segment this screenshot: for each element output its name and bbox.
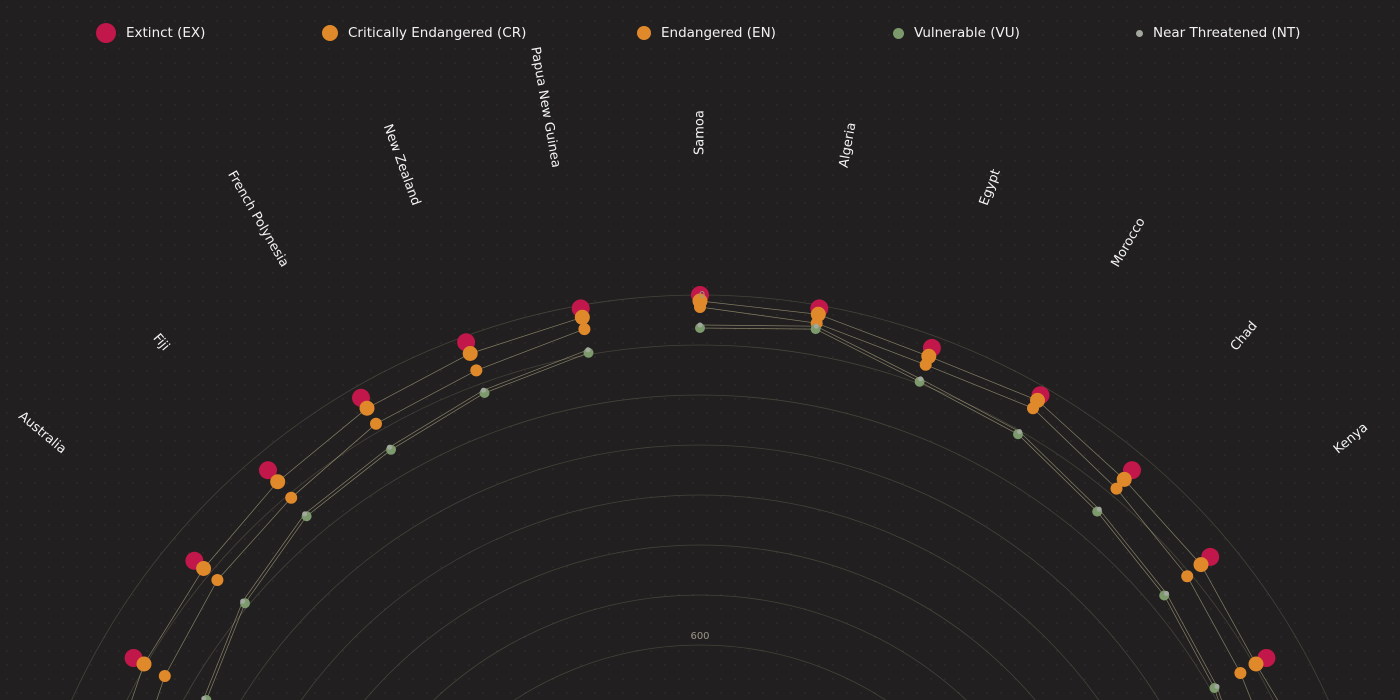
country-label: Australia [15,409,69,457]
point-nt-chad[interactable] [1096,506,1102,512]
point-cr-kenya[interactable] [1193,557,1209,573]
country-label: French Polynesia [224,168,291,270]
legend-item-critically-endangered[interactable]: Critically Endangered (CR) [322,22,526,44]
legend-swatch-cr [322,25,338,41]
link-line-nt [203,324,1222,700]
point-cr-fiji[interactable] [270,474,286,490]
country-label: Papua New Guinea [527,46,563,169]
point-cr-peru[interactable] [136,656,152,672]
legend-item-endangered[interactable]: Endangered (EN) [637,22,776,44]
point-en-morocco[interactable] [1027,402,1039,415]
country-labels: SamoaAlgeriaEgyptMoroccoChadKenyaMadagas… [15,46,1371,458]
country-label: Kenya [1331,420,1371,457]
grid-ring [433,594,967,700]
grid-ring [240,444,1160,700]
legend-label-cr: Critically Endangered (CR) [348,25,527,41]
point-nt-kenya[interactable] [1164,591,1169,596]
point-nt-fiji[interactable] [302,511,308,517]
country-label: Morocco [1109,215,1149,270]
point-en-new-zealand[interactable] [470,364,483,377]
point-en-fiji[interactable] [285,491,298,504]
point-vu-samoa[interactable] [695,323,705,333]
legend-item-near-threatened[interactable]: Near Threatened (NT) [1136,22,1300,44]
point-nt-madagascar[interactable] [1214,684,1220,689]
point-nt-papua-new-guinea[interactable] [585,347,591,353]
point-nt-australia[interactable] [240,598,246,604]
point-en-chad[interactable] [1110,482,1123,495]
legend-label-nt: Near Threatened (NT) [1153,25,1301,41]
point-nt-samoa[interactable] [697,322,703,328]
ring-label-0: 0 [699,290,705,301]
point-nt-peru[interactable] [201,696,207,700]
point-en-peru[interactable] [158,670,171,682]
grid-ring [301,494,1099,700]
point-en-papua-new-guinea[interactable] [578,323,591,336]
point-cr-papua-new-guinea[interactable] [574,309,590,325]
series-links [131,300,1279,700]
point-nt-egypt[interactable] [918,376,924,382]
legend-item-vulnerable[interactable]: Vulnerable (VU) [893,22,1020,44]
point-en-egypt[interactable] [919,358,932,371]
point-en-australia[interactable] [211,574,224,586]
legend-label-en: Endangered (EN) [661,25,776,41]
link-line-vu [206,327,1219,700]
point-cr-new-zealand[interactable] [462,346,478,361]
point-cr-australia[interactable] [196,561,212,576]
legend-item-extinct[interactable]: Extinct (EX) [96,22,205,44]
point-en-samoa[interactable] [694,301,706,313]
legend-label-vu: Vulnerable (VU) [914,25,1020,41]
legend-swatch-vu [893,27,904,39]
point-nt-new-zealand[interactable] [481,387,486,393]
point-nt-morocco[interactable] [1017,429,1022,435]
legend-swatch-nt [1136,29,1143,37]
link-line-cr [131,300,1279,700]
country-label: Fiji [150,331,173,354]
point-cr-chad[interactable] [1116,471,1132,487]
country-label: New Zealand [380,122,423,207]
legend-label-ex: Extinct (EX) [126,25,206,41]
series-points [124,286,1276,700]
grid-ring [183,394,1217,700]
grid-ring [514,644,886,700]
point-ex-fiji[interactable] [259,461,277,480]
link-line-en [156,306,1252,700]
ring-label-600: 600 [690,631,709,642]
point-nt-french-polynesia[interactable] [387,444,392,450]
legend-swatch-ex [96,23,116,43]
country-label: Chad [1228,319,1261,354]
grid-ring [364,544,1036,700]
legend-swatch-en [637,26,651,40]
point-cr-madagascar[interactable] [1248,656,1264,672]
point-cr-french-polynesia[interactable] [359,400,375,416]
point-en-french-polynesia[interactable] [370,417,382,430]
point-en-kenya[interactable] [1181,570,1194,583]
country-label: Egypt [977,167,1004,207]
country-label: Samoa [693,110,708,155]
legend: Extinct (EX) Critically Endangered (CR) … [0,0,1400,70]
point-en-madagascar[interactable] [1234,667,1247,679]
grid-ring [126,344,1274,700]
country-label: Algeria [837,121,860,169]
point-nt-algeria[interactable] [813,323,819,329]
